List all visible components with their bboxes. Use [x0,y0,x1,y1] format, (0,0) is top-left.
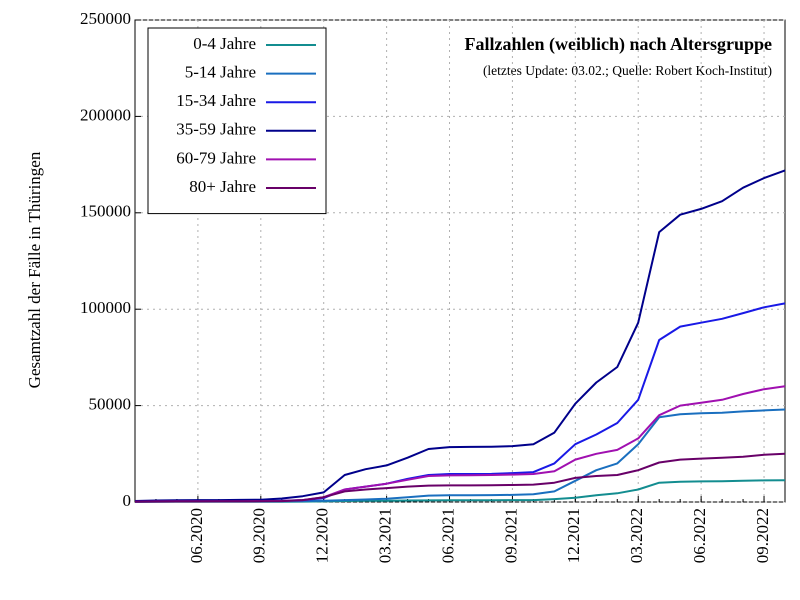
x-tick-label: 06.2022 [690,508,709,563]
x-tick-label: 06.2020 [187,508,206,563]
chart-title: Fallzahlen (weiblich) nach Altersgruppe [465,34,773,55]
y-tick-label: 50000 [89,395,132,414]
legend: 0-4 Jahre 5-14 Jahre 15-34 Jahre 35-59 Jahr… [147,27,327,215]
series-line [134,479,786,503]
x-tick-label: 06.2021 [438,508,457,563]
series-line [134,385,786,503]
x-tick-label: 09.2022 [753,508,772,563]
legend-label: 5-14 Jahre [185,63,256,82]
y-tick-label: 0 [123,491,132,510]
y-tick-label: 200000 [80,105,131,124]
x-tick-label: 12.2020 [313,508,332,563]
x-tick-label: 09.2021 [501,508,520,563]
legend-label: 0-4 Jahre [193,34,256,53]
series-line [134,302,786,503]
x-tick-label: 12.2021 [564,508,583,563]
legend-box [147,27,327,215]
y-axis-label: Gesamtzahl der Fälle in Thüringen [25,151,44,388]
x-tick-label: 09.2020 [250,508,269,563]
x-tick-label: 03.2021 [376,508,395,563]
x-tick-label: 03.2022 [627,508,646,563]
series-line [134,452,786,503]
y-tick-label: 250000 [80,9,131,28]
chart-subtitle: (letztes Update: 03.02.; Quelle: Robert … [483,63,772,78]
y-tick-label: 150000 [80,202,131,221]
legend-label: 80+ Jahre [189,177,256,196]
legend-label: 15-34 Jahre [176,91,256,110]
legend-label: 35-59 Jahre [176,120,256,139]
legend-label: 60-79 Jahre [176,148,256,167]
y-tick-label: 100000 [80,298,131,317]
series-line [134,169,786,502]
series-line [134,408,786,503]
